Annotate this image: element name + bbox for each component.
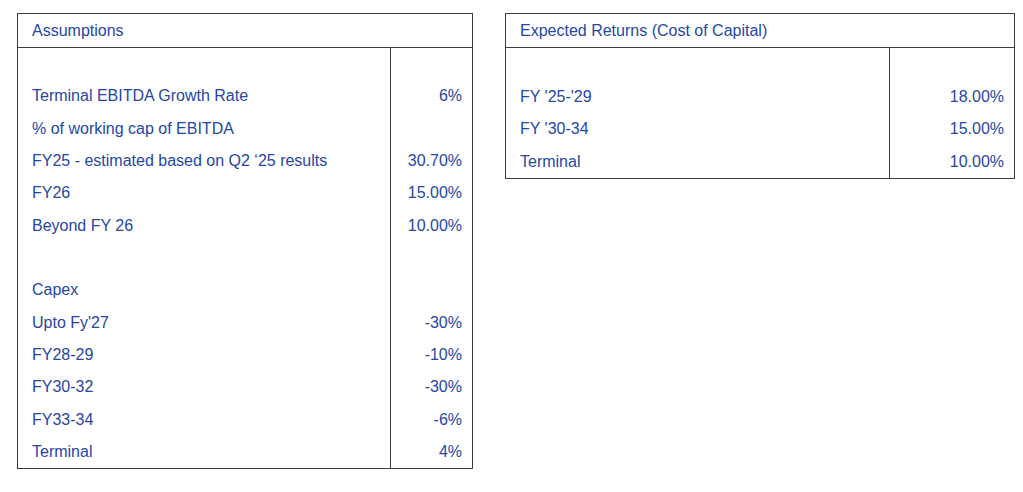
row-value: 15.00% (390, 177, 472, 209)
assumptions-table-title: Assumptions (18, 14, 472, 48)
row-value: 30.70% (390, 145, 472, 177)
table-row: % of working cap of EBITDA (18, 113, 472, 145)
row-label: % of working cap of EBITDA (18, 113, 390, 145)
row-value (390, 242, 472, 274)
assumptions-table-body: Terminal EBITDA Growth Rate6%% of workin… (18, 48, 472, 468)
table-row: FY '25-'2918.00% (506, 81, 1014, 114)
row-value: 10.00% (390, 210, 472, 242)
row-label: Terminal EBITDA Growth Rate (18, 80, 390, 112)
table-row: Terminal10.00% (506, 146, 1014, 179)
row-label (506, 48, 889, 81)
row-value: 6% (390, 80, 472, 112)
assumptions-table: Assumptions Terminal EBITDA Growth Rate6… (17, 13, 473, 469)
row-value: 4% (390, 436, 472, 468)
table-row: Beyond FY 2610.00% (18, 210, 472, 242)
table-row: FY2615.00% (18, 177, 472, 209)
table-row (506, 48, 1014, 81)
expected-returns-table-title: Expected Returns (Cost of Capital) (506, 14, 1014, 48)
table-row: Upto Fy'27-30% (18, 307, 472, 339)
row-label: FY28-29 (18, 339, 390, 371)
row-label: Terminal (18, 436, 390, 468)
row-value (889, 48, 1014, 81)
row-value: 15.00% (889, 113, 1014, 146)
row-label: FY '25-'29 (506, 81, 889, 114)
row-value: 18.00% (889, 81, 1014, 114)
row-label: Capex (18, 274, 390, 306)
row-label (18, 242, 390, 274)
row-value: -6% (390, 403, 472, 435)
row-value: -30% (390, 371, 472, 403)
row-label (18, 48, 390, 80)
row-label: FY25 - estimated based on Q2 ‘25 results (18, 145, 390, 177)
expected-returns-table: Expected Returns (Cost of Capital) FY '2… (505, 13, 1015, 179)
table-row: Terminal4% (18, 436, 472, 468)
row-value: 10.00% (889, 146, 1014, 179)
table-row: FY '30-3415.00% (506, 113, 1014, 146)
table-row (18, 242, 472, 274)
table-row: Capex (18, 274, 472, 306)
row-label: FY '30-34 (506, 113, 889, 146)
row-value (390, 274, 472, 306)
row-label: FY33-34 (18, 403, 390, 435)
table-row (18, 48, 472, 80)
row-label: Upto Fy'27 (18, 307, 390, 339)
row-value: -10% (390, 339, 472, 371)
table-row: FY28-29-10% (18, 339, 472, 371)
table-row: Terminal EBITDA Growth Rate6% (18, 80, 472, 112)
row-value (390, 48, 472, 80)
table-row: FY25 - estimated based on Q2 ‘25 results… (18, 145, 472, 177)
row-label: Beyond FY 26 (18, 210, 390, 242)
row-value: -30% (390, 307, 472, 339)
row-label: FY26 (18, 177, 390, 209)
row-label: FY30-32 (18, 371, 390, 403)
row-label: Terminal (506, 146, 889, 179)
row-value (390, 113, 472, 145)
expected-returns-table-body: FY '25-'2918.00%FY '30-3415.00%Terminal1… (506, 48, 1014, 178)
table-row: FY30-32-30% (18, 371, 472, 403)
table-row: FY33-34-6% (18, 403, 472, 435)
